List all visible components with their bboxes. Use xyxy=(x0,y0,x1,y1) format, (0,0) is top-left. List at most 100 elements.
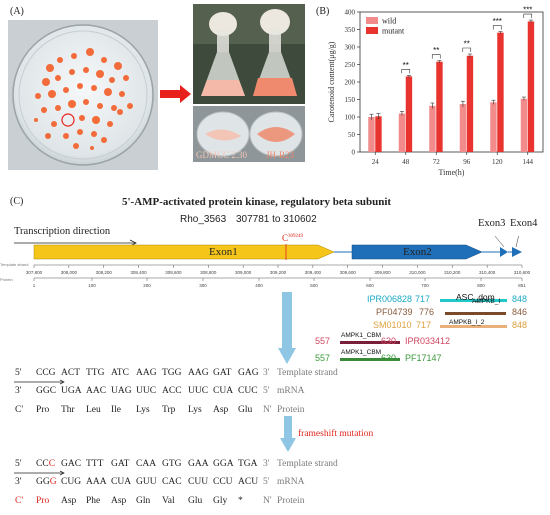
sequence-row-template: 5' CCG ACT TTG ATC AAG TGG AAG GAT GAG 3' Template … xyxy=(0,368,550,380)
protein-track-label: Protein xyxy=(0,277,13,282)
colony xyxy=(55,75,61,81)
strand-end: 5' xyxy=(263,477,270,487)
codon: UGA xyxy=(61,386,82,396)
domain-name: AMPK1_CBM xyxy=(341,332,382,339)
panel-a-label: (A) xyxy=(10,6,24,17)
strand-start: 3' xyxy=(15,386,22,396)
nt-tick-label: 308,200 xyxy=(96,270,113,275)
nt-tick-label: 308,600 xyxy=(165,270,182,275)
bar-mutant xyxy=(466,55,474,152)
bar-mutant xyxy=(527,21,535,153)
colony xyxy=(77,83,83,89)
x-tick-label: 96 xyxy=(463,158,471,166)
domain-id: PF04739 xyxy=(376,307,413,317)
colony xyxy=(86,48,94,56)
sequence-row-mrna: 3' GGG CUG AAA CUA GUU CAC CUU CCU ACU 5' mRNA xyxy=(0,477,550,489)
codon: GTG xyxy=(162,459,182,469)
significance-label: ** xyxy=(433,46,439,55)
y-tick-label: 150 xyxy=(345,96,356,104)
codon: UUC xyxy=(136,386,157,396)
aa-tick-label: 100 xyxy=(88,283,96,288)
panel-b-label: (B) xyxy=(316,6,330,17)
bar-wild xyxy=(398,113,406,152)
sequence-row-protein: C' Pro Asp Phe Asp Gln Val Glu Gly * N' Protein xyxy=(0,496,550,508)
colony xyxy=(45,133,51,139)
plates-image xyxy=(193,106,305,162)
colony xyxy=(71,53,77,59)
first-mrna: GGG xyxy=(36,477,57,487)
amino-acid: Lys xyxy=(188,405,202,415)
exon3-shape xyxy=(500,247,508,257)
domain-id: IPR006828 xyxy=(367,294,413,304)
colony xyxy=(83,99,89,105)
amino-acid: Gln xyxy=(136,496,151,506)
aa-tick-label: 500 xyxy=(310,283,318,288)
strand-end: N' xyxy=(263,405,272,415)
codon: CAA xyxy=(136,459,157,469)
colony xyxy=(83,67,89,73)
bar-wild xyxy=(368,117,375,152)
nt-tick-label: 308,800 xyxy=(200,270,217,275)
strand-start: 5' xyxy=(15,459,22,469)
colony xyxy=(46,64,54,72)
x-tick-label: 120 xyxy=(492,158,503,166)
exon2-shape xyxy=(351,244,483,260)
strand-label: Template strand xyxy=(277,459,338,469)
colony xyxy=(127,103,133,109)
colony xyxy=(107,121,113,127)
aa-tick-label: 800 xyxy=(477,283,485,288)
codon: CUA xyxy=(111,477,132,487)
codon: GAC xyxy=(61,459,82,469)
domain-bar xyxy=(440,299,507,302)
exon1-label: Exon1 xyxy=(209,246,238,258)
nt-tick-label: 307,800 xyxy=(26,270,43,275)
y-tick-label: 0 xyxy=(352,149,356,157)
codon: GAT xyxy=(111,459,130,469)
strand-end: 3' xyxy=(263,368,270,378)
significance-bracket xyxy=(492,25,502,30)
codon: GUU xyxy=(136,477,157,487)
codon: ACC xyxy=(162,386,182,396)
domain-name: AMPK1_CBM xyxy=(341,349,382,356)
nt-tick-label: 310,200 xyxy=(444,270,461,275)
amino-acid: Glu xyxy=(238,405,253,415)
legend-label-mutant: mutant xyxy=(382,27,405,36)
nt-tick-label: 310,000 xyxy=(409,270,426,275)
x-tick-label: 72 xyxy=(433,158,441,166)
gene-title: 5'-AMP-activated protein kinase, regulat… xyxy=(122,196,392,208)
bar-mutant xyxy=(375,116,382,152)
flask-caption-mutant: JH-R23 xyxy=(266,150,295,160)
first-template: CCC xyxy=(36,459,56,469)
colony xyxy=(101,137,107,143)
domain-name: AMPKB_I_2 xyxy=(449,319,485,326)
legend-label-wild: wild xyxy=(382,17,396,26)
colony xyxy=(55,105,61,111)
strand-start: 5' xyxy=(15,368,22,378)
colony xyxy=(41,107,47,113)
colony xyxy=(73,143,79,149)
strand-end: 3' xyxy=(263,459,270,469)
domain-bar xyxy=(340,341,400,344)
transcription-direction-label: Transcription direction xyxy=(14,226,111,237)
significance-label: ** xyxy=(464,40,470,49)
legend-swatch-mutant xyxy=(366,27,378,34)
legend-swatch-wild xyxy=(366,17,378,24)
colony xyxy=(92,116,100,124)
colony xyxy=(90,146,94,150)
codon: CUG xyxy=(61,477,82,487)
nt-tick-label: 308,000 xyxy=(61,270,78,275)
strand-label: mRNA xyxy=(277,386,305,396)
codon: ATC xyxy=(111,368,129,378)
y-tick-label: 350 xyxy=(345,26,356,34)
amino-acid: Val xyxy=(162,496,175,506)
colony xyxy=(109,77,115,83)
colony xyxy=(68,100,76,108)
amino-acid: Gly xyxy=(213,496,228,506)
gene-name: Rho_3563 xyxy=(180,214,227,225)
nt-tick-label: 310,600 xyxy=(514,270,531,275)
aa-tick-label: 300 xyxy=(199,283,207,288)
domain-row: PF17147 557 AMPK1_CBM 630 xyxy=(0,349,550,365)
codon: CCU xyxy=(213,477,233,487)
codon: AAG xyxy=(188,368,209,378)
significance-label: *** xyxy=(523,6,532,15)
